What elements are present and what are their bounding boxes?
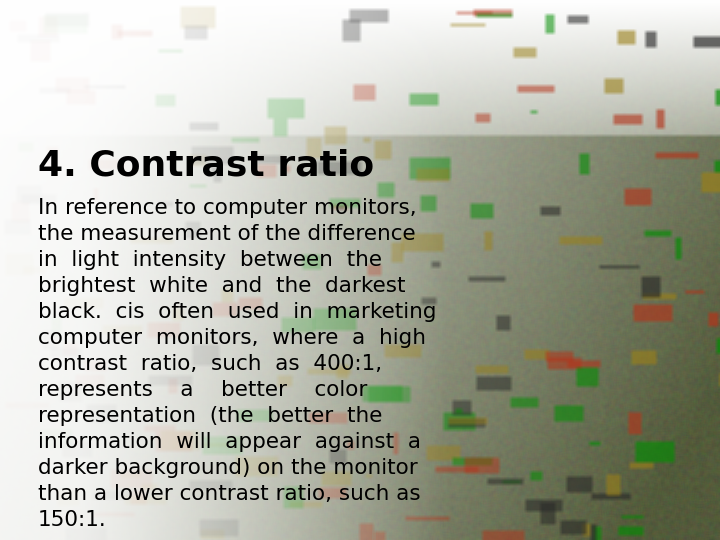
Text: In reference to computer monitors,: In reference to computer monitors, (38, 198, 417, 218)
Text: in  light  intensity  between  the: in light intensity between the (38, 250, 382, 270)
Text: information  will  appear  against  a: information will appear against a (38, 432, 421, 452)
Text: brightest  white  and  the  darkest: brightest white and the darkest (38, 276, 405, 296)
Text: contrast  ratio,  such  as  400:1,: contrast ratio, such as 400:1, (38, 354, 382, 374)
Text: computer  monitors,  where  a  high: computer monitors, where a high (38, 328, 426, 348)
Text: represents    a    better    color: represents a better color (38, 380, 367, 400)
Text: the measurement of the difference: the measurement of the difference (38, 224, 415, 244)
Text: 150:1.: 150:1. (38, 510, 107, 530)
Text: darker background) on the monitor: darker background) on the monitor (38, 458, 418, 478)
Text: than a lower contrast ratio, such as: than a lower contrast ratio, such as (38, 484, 420, 504)
Text: representation  (the  better  the: representation (the better the (38, 406, 382, 426)
Text: black.  cis  often  used  in  marketing: black. cis often used in marketing (38, 302, 436, 322)
Text: 4. Contrast ratio: 4. Contrast ratio (38, 148, 374, 182)
